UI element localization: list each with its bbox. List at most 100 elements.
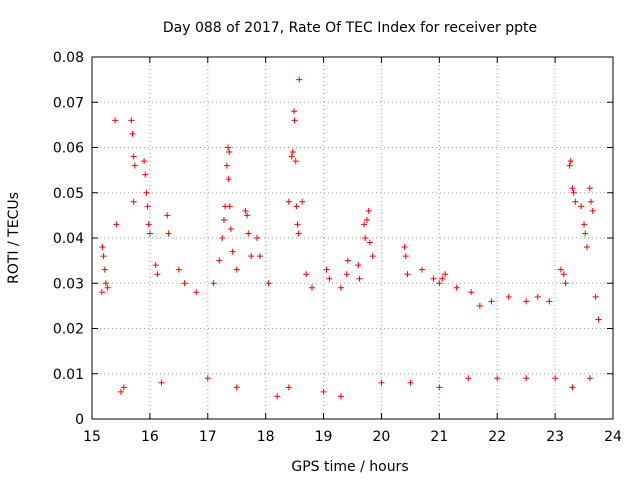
data-point [289,149,296,156]
data-point [430,275,437,282]
data-point [291,117,298,124]
data-point [343,271,350,278]
data-point [112,117,119,124]
data-point [404,271,411,278]
data-point [378,379,385,386]
data-point [402,253,409,260]
data-point [296,76,303,83]
data-point [229,248,236,255]
y-tick-label: 0 [75,412,84,428]
data-point [552,375,559,382]
data-point [595,316,602,323]
x-tick-label: 17 [199,429,217,445]
data-point [142,171,149,178]
data-point [248,253,255,260]
data-point [285,384,292,391]
data-point [113,221,120,228]
data-point [572,198,579,205]
data-point [145,221,152,228]
data-point [100,253,107,260]
data-point [303,271,310,278]
grid-lines [92,57,613,419]
data-point [366,239,373,246]
data-point [216,257,223,264]
data-point [130,198,137,205]
x-tick-label: 20 [373,429,391,445]
data-point [154,271,161,278]
data-point [225,144,232,151]
data-point [274,393,281,400]
data-point [355,262,362,269]
data-point [401,244,408,251]
data-point [494,375,501,382]
data-point [98,289,105,296]
data-point [534,293,541,300]
data-point [220,216,227,223]
x-tick-label: 16 [141,429,159,445]
data-point [219,235,226,241]
data-point [223,162,230,169]
data-point [560,271,567,278]
x-tick-label: 23 [546,429,564,445]
data-point [308,284,315,291]
data-point [436,280,443,287]
data-point [120,384,127,391]
data-point [129,130,136,137]
data-point [101,266,108,273]
data-point [233,266,240,273]
x-axis-label: GPS time / hours [291,459,408,475]
data-point [323,266,330,273]
data-point [453,284,460,291]
data-point [193,289,200,296]
data-point [505,293,512,300]
x-tick-label: 21 [430,429,448,445]
data-point [226,203,233,210]
data-point [407,379,414,386]
y-tick-label: 0.07 [53,95,84,111]
data-point [337,284,344,291]
data-point [227,225,234,232]
data-point [295,230,302,237]
data-point [326,275,333,282]
data-point [294,221,301,228]
data-point [256,253,263,260]
data-point [175,266,182,273]
y-tick-label: 0.05 [53,186,84,202]
data-point [588,198,595,205]
data-point [128,117,135,124]
data-point [265,280,272,287]
data-point [436,384,443,391]
y-tick-label: 0.08 [53,50,84,66]
data-point [253,235,260,241]
data-point [293,203,300,210]
data-point [583,244,590,251]
data-point [582,230,589,237]
data-point [468,289,475,296]
data-point [204,375,211,382]
data-point [361,221,368,228]
x-tick-label: 24 [604,429,622,445]
data-point [488,298,495,305]
data-point [99,244,106,251]
data-point [369,253,376,260]
data-point [299,198,306,205]
data-point [104,284,111,291]
data-point [144,203,151,210]
data-point [245,230,252,237]
data-point [244,212,251,219]
x-tick-label: 18 [257,429,275,445]
data-point [362,235,369,241]
data-point [130,153,137,160]
y-tick-label: 0.02 [53,322,84,338]
data-point [465,375,472,382]
data-point [165,230,172,237]
chart-title: Day 088 of 2017, Rate Of TEC Index for r… [163,20,537,36]
data-point [320,388,327,395]
data-point [586,375,593,382]
x-tick-label: 19 [315,429,333,445]
data-point [566,162,573,169]
data-point [442,271,449,278]
data-point [365,207,372,214]
x-tick-label: 22 [488,429,506,445]
